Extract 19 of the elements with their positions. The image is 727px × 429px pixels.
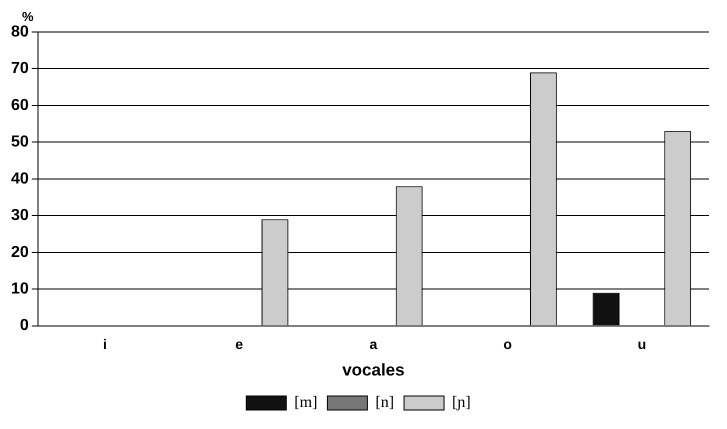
y-tick-label: 30 <box>11 207 29 224</box>
legend-label: [ɲ] <box>452 394 471 412</box>
y-axis-title: % <box>22 9 34 24</box>
y-tick-label: 80 <box>11 23 29 40</box>
y-tick-label: 20 <box>11 244 29 261</box>
x-tick-label: i <box>102 336 107 352</box>
legend-label: [m] <box>294 394 318 412</box>
legend-label: [n] <box>375 394 394 412</box>
x-tick-label: u <box>638 336 646 352</box>
y-tick-label: 0 <box>20 317 29 334</box>
x-axis-title: vocales <box>342 360 405 380</box>
x-tick-label: e <box>235 336 244 352</box>
x-tick-label: o <box>503 336 512 352</box>
y-tick-label: 50 <box>11 134 29 151</box>
y-tick-label: 10 <box>11 280 29 298</box>
x-tick-label: a <box>370 336 378 352</box>
y-tick-label: 40 <box>11 170 29 188</box>
y-tick-label: 60 <box>11 96 29 114</box>
y-tick-label: 70 <box>11 60 29 78</box>
